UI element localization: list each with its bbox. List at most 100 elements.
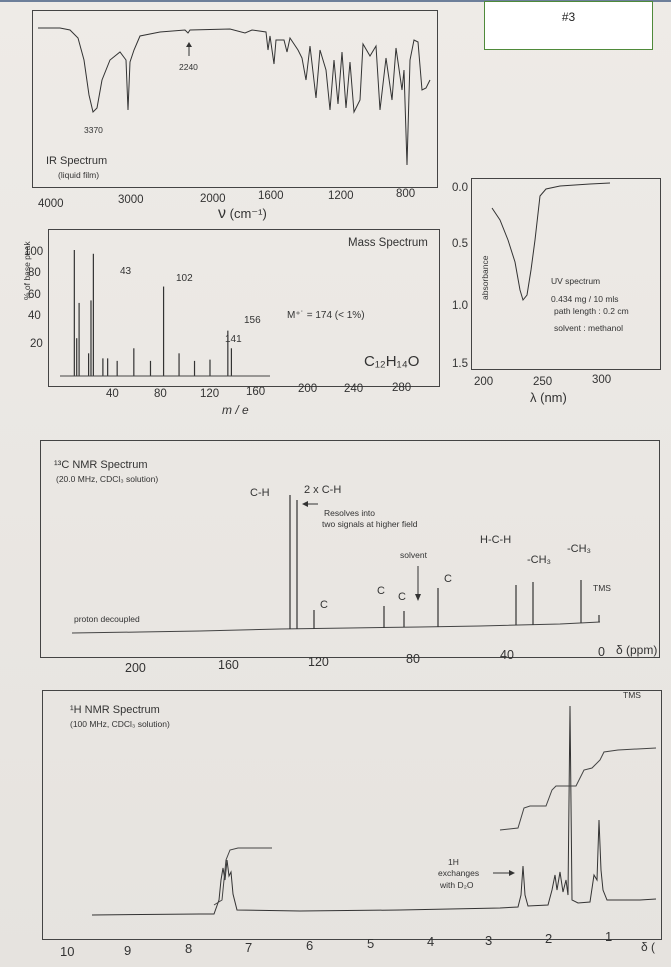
uv-concentration: 0.434 mg / 10 mls: [551, 294, 619, 304]
ir-peak-2240: 2240: [179, 62, 198, 72]
uv-ytick: 1.5: [452, 358, 468, 370]
ms-ytick: 80: [28, 267, 41, 279]
ms-ytick: 100: [24, 246, 44, 258]
ms-formula: C₁₂H₁₄O: [364, 353, 420, 370]
ir-tick: 4000: [38, 198, 64, 210]
c13-label-hch: H-C-H: [480, 534, 512, 546]
uv-xlabel: λ (nm): [530, 390, 567, 405]
c13-title: ¹³C NMR Spectrum: [54, 459, 148, 471]
c13-label-c: C: [377, 585, 385, 597]
ir-tick: 3000: [118, 194, 144, 206]
ir-title: IR Spectrum: [46, 155, 108, 167]
ir-subtitle: (liquid film): [58, 170, 100, 180]
c13-nmr-panel: [40, 440, 660, 658]
ir-xlabel-symbol: ν: [218, 205, 226, 222]
c13-tick: 200: [125, 661, 146, 675]
ir-tick: 1200: [328, 190, 354, 202]
ms-xtick: 40: [106, 388, 119, 400]
ir-tick: 1600: [258, 190, 284, 202]
ms-title: Mass Spectrum: [348, 237, 428, 249]
ir-xlabel-unit: (cm⁻¹): [229, 206, 267, 221]
uv-ytick: 0.0: [452, 182, 468, 194]
ms-xlabel: m / e: [222, 403, 249, 417]
uv-trace: [491, 182, 611, 302]
c13-label-ch3: -CH₃: [567, 543, 592, 555]
mass-spectrum-panel: [48, 229, 440, 387]
c13-label-solvent: solvent: [400, 550, 427, 560]
h1-tick: 9: [124, 943, 132, 958]
h1-tms-label: TMS: [623, 690, 641, 700]
h1-title: ¹H NMR Spectrum: [70, 704, 160, 716]
h1-exchange-3: with D₂O: [440, 880, 474, 890]
c13-note-1: Resolves into: [324, 508, 376, 518]
c13-label-tms: TMS: [593, 583, 611, 593]
c13-label-c: C: [320, 599, 328, 611]
ir-tick: 800: [396, 188, 416, 200]
ms-bars: [73, 250, 233, 376]
c13-tick: 0: [598, 645, 605, 659]
h1-integral: [213, 747, 657, 906]
problem-number: #3: [561, 10, 576, 24]
h1-tick: 7: [245, 940, 253, 955]
c13-subtitle: (20.0 MHz, CDCl₃ solution): [56, 474, 159, 484]
ir-tick: 2000: [200, 193, 226, 205]
ir-spectrum-panel: [32, 10, 438, 188]
ms-xtick: 240: [344, 383, 364, 395]
h1-tick: 6: [306, 938, 314, 953]
ms-peak-141: 141: [225, 334, 242, 345]
uv-ytick: 1.0: [452, 300, 468, 312]
h1-subtitle: (100 MHz, CDCl₃ solution): [70, 719, 170, 729]
ms-xtick: 160: [246, 386, 266, 398]
uv-xtick: 300: [592, 374, 612, 386]
ms-peak-43: 43: [120, 266, 132, 277]
ms-ytick: 40: [28, 310, 41, 322]
c13-tick: 160: [218, 658, 239, 672]
h1-exchange-1: 1H: [448, 857, 459, 867]
uv-ytick: 0.5: [452, 238, 468, 250]
c13-label-c: C: [398, 591, 406, 603]
ms-ytick: 60: [28, 289, 41, 301]
h1-tick: 8: [185, 941, 193, 956]
c13-decoupled: proton decoupled: [74, 614, 140, 624]
uv-path-length: path length : 0.2 cm: [554, 306, 629, 316]
c13-label-ch3: -CH₃: [527, 554, 552, 566]
uv-spectrum-panel: [471, 178, 661, 370]
uv-xtick: 200: [474, 376, 494, 388]
h1-tick: 5: [367, 936, 375, 951]
h1-tick: 10: [60, 944, 75, 959]
ms-xtick: 200: [298, 383, 318, 395]
problem-number-box: #3: [484, 1, 653, 50]
c13-label-ch: C-H: [250, 487, 270, 499]
c13-tick: 80: [406, 652, 420, 666]
ir-trace: [38, 27, 431, 166]
c13-label-c: C: [444, 573, 452, 585]
h1-tick: 4: [427, 934, 435, 949]
h1-trace: [91, 705, 657, 916]
h1-tick: 3: [485, 933, 493, 948]
ms-xtick: 120: [200, 388, 220, 400]
uv-solvent: solvent : methanol: [554, 323, 623, 333]
ms-peak-156: 156: [244, 315, 261, 326]
h1-exchange-2: exchanges: [438, 868, 480, 878]
ms-molecular-ion: M⁺˙ = 174 (< 1%): [287, 310, 365, 321]
uv-xtick: 250: [533, 376, 553, 388]
h1-xlabel: δ (: [641, 940, 656, 954]
c13-note-2: two signals at higher field: [322, 519, 418, 529]
h1-tick: 2: [545, 931, 553, 946]
ir-xlabel: ν (cm⁻¹): [218, 205, 267, 223]
c13-xlabel: δ (ppm): [616, 643, 658, 657]
c13-label-2xch: 2 x C-H: [304, 484, 342, 496]
h1-nmr-panel: [42, 690, 662, 940]
h1-tick: 1: [605, 929, 613, 944]
uv-title: UV spectrum: [551, 276, 601, 286]
c13-tick: 40: [500, 648, 514, 662]
c13-peaks: [289, 495, 600, 629]
window-top-border: [0, 0, 671, 2]
ms-ytick: 20: [30, 338, 43, 350]
